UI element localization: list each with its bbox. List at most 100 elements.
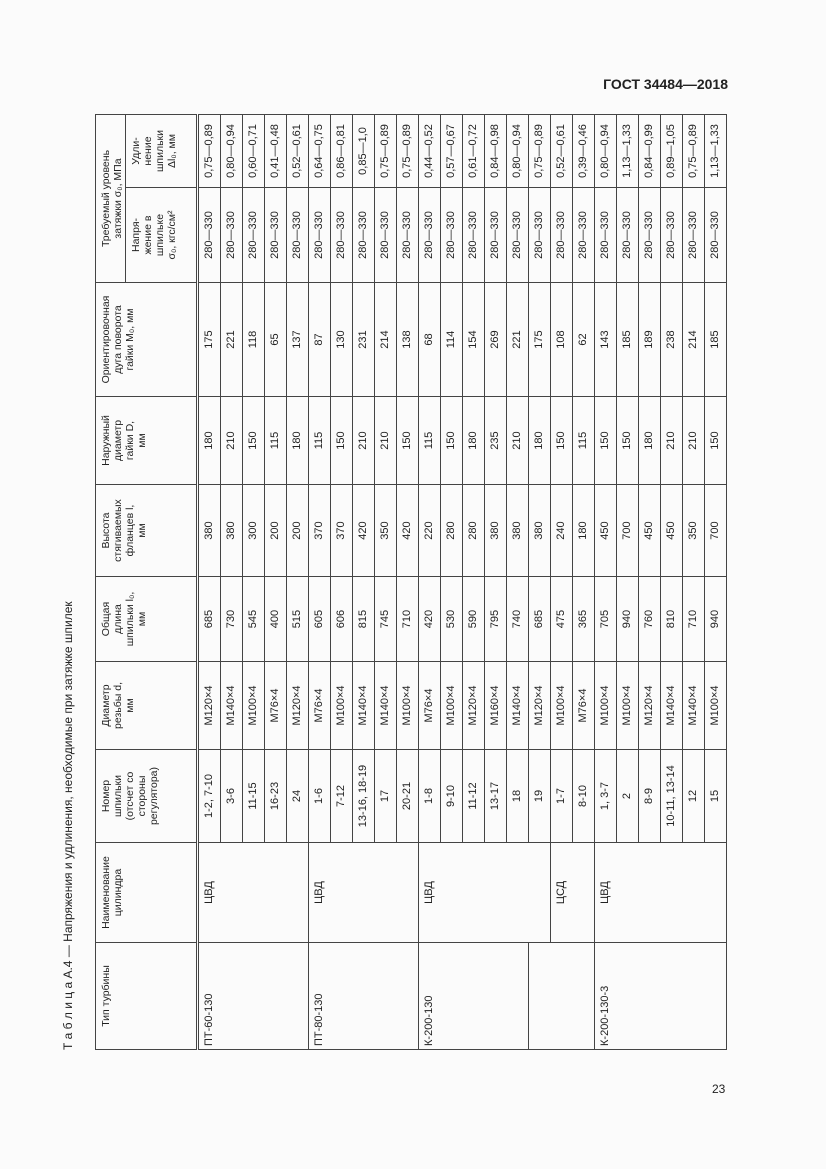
cell-arc: 221 (506, 282, 529, 397)
cell-arc: 175 (528, 282, 551, 397)
cell-number: 1-8 (418, 749, 441, 843)
cell-number: 3-6 (220, 749, 243, 843)
cell-outer-d: 210 (374, 396, 397, 485)
cell-number: 15 (704, 749, 727, 843)
cell-elongation: 0,85—1,0 (352, 114, 375, 188)
cell-length: 530 (440, 576, 463, 662)
cell-length: 940 (616, 576, 639, 662)
cell-thread: М160×4 (484, 661, 507, 750)
cell-number: 17 (374, 749, 397, 843)
cell-arc: 138 (396, 282, 419, 397)
cell-height: 700 (704, 484, 727, 577)
table-caption: Т а б л и ц а А.4 — Напряжения и удлинен… (60, 601, 76, 1050)
header-arc: Ориентировочная дуга поворота гайки M₀, … (95, 282, 198, 397)
cell-cylinder: ЦВД (594, 842, 727, 943)
cell-stress: 280—330 (418, 187, 441, 283)
cell-elongation: 0,39—0,46 (572, 114, 595, 188)
cell-arc: 65 (264, 282, 287, 397)
header-thread: Диаметр резьбы d, мм (95, 661, 198, 750)
cell-number: 13-17 (484, 749, 507, 843)
cell-number: 2 (616, 749, 639, 843)
table-container: Тип турбины Наименование цилиндра Номер … (95, 114, 727, 1050)
cell-height: 700 (616, 484, 639, 577)
cell-thread: М100×4 (396, 661, 419, 750)
cell-stress: 280—330 (396, 187, 419, 283)
header-outer-d: Наружный диаметр гайки D, мм (95, 396, 198, 485)
cell-number: 11-12 (462, 749, 485, 843)
cell-height: 420 (352, 484, 375, 577)
cell-arc: 114 (440, 282, 463, 397)
cell-arc: 154 (462, 282, 485, 397)
cell-thread: М100×4 (704, 661, 727, 750)
cell-arc: 68 (418, 282, 441, 397)
cell-length: 760 (638, 576, 661, 662)
cell-turbine (528, 942, 595, 1050)
cell-thread: М100×4 (440, 661, 463, 750)
table-row: К-200-130-3 ЦВД 1, 3-7 М100×4 705 450 150 143 28… (594, 114, 727, 1050)
cell-arc: 185 (704, 282, 727, 397)
cell-length: 590 (462, 576, 485, 662)
cell-length: 515 (286, 576, 309, 662)
cell-length: 795 (484, 576, 507, 662)
cell-thread: М76×4 (308, 661, 331, 750)
cell-arc: 214 (374, 282, 397, 397)
cell-number: 24 (286, 749, 309, 843)
cell-elongation: 0,80—0,94 (220, 114, 243, 188)
cell-length: 710 (682, 576, 705, 662)
cell-stress: 280—330 (330, 187, 353, 283)
cell-outer-d: 180 (197, 396, 221, 485)
cell-cylinder: ЦВД (308, 842, 419, 943)
cell-outer-d: 150 (616, 396, 639, 485)
cell-stress: 280—330 (440, 187, 463, 283)
cell-outer-d: 115 (308, 396, 331, 485)
cell-turbine: К-200-130-3 (594, 942, 727, 1050)
cell-height: 300 (242, 484, 265, 577)
cell-stress: 280—330 (242, 187, 265, 283)
cell-length: 475 (550, 576, 573, 662)
cell-number: 19 (528, 749, 551, 843)
cell-height: 380 (528, 484, 551, 577)
cell-stress: 280—330 (462, 187, 485, 283)
cell-elongation: 0,75—0,89 (528, 114, 551, 188)
cell-thread: М76×4 (572, 661, 595, 750)
cell-height: 180 (572, 484, 595, 577)
cell-turbine: ПТ-60-130 (197, 942, 309, 1050)
header-length: Общая длина шпильки l₀, мм (95, 576, 198, 662)
cell-arc: 62 (572, 282, 595, 397)
cell-stress: 280—330 (550, 187, 573, 283)
cell-elongation: 1,13—1,33 (704, 114, 727, 188)
cell-number: 8-10 (572, 749, 595, 843)
cell-cylinder: ЦСД (550, 842, 595, 943)
cell-length: 740 (506, 576, 529, 662)
cell-stress: 280—330 (286, 187, 309, 283)
cell-elongation: 1,13—1,33 (616, 114, 639, 188)
cell-outer-d: 180 (462, 396, 485, 485)
cell-outer-d: 150 (242, 396, 265, 485)
cell-elongation: 0,52—0,61 (286, 114, 309, 188)
cell-thread: М140×4 (682, 661, 705, 750)
cell-outer-d: 115 (264, 396, 287, 485)
header-elongation: Удли- нение шпильки Δl₀, мм (125, 114, 198, 188)
table-row: ПТ-80-130 ЦВД 1-6 М76×4 605 370 115 87 280—330 0,… (308, 114, 419, 1050)
cell-outer-d: 115 (418, 396, 441, 485)
cell-elongation: 0,75—0,89 (374, 114, 397, 188)
cell-stress: 280—330 (352, 187, 375, 283)
table-body: ПТ-60-130 ЦВД 1-2, 7-10 М120×4 685 380 180 175 2… (197, 114, 727, 1050)
cell-number: 18 (506, 749, 529, 843)
cell-elongation: 0,84—0,99 (638, 114, 661, 188)
cell-elongation: 0,75—0,89 (396, 114, 419, 188)
cell-thread: М140×4 (352, 661, 375, 750)
cell-number: 20-21 (396, 749, 419, 843)
cell-height: 420 (396, 484, 419, 577)
cell-outer-d: 150 (550, 396, 573, 485)
cell-height: 200 (264, 484, 287, 577)
cell-length: 940 (704, 576, 727, 662)
cell-arc: 214 (682, 282, 705, 397)
cell-thread: М140×4 (374, 661, 397, 750)
cell-height: 240 (550, 484, 573, 577)
cell-arc: 143 (594, 282, 617, 397)
cell-outer-d: 115 (572, 396, 595, 485)
cell-number: 9-10 (440, 749, 463, 843)
cell-height: 380 (197, 484, 221, 577)
cell-outer-d: 180 (286, 396, 309, 485)
